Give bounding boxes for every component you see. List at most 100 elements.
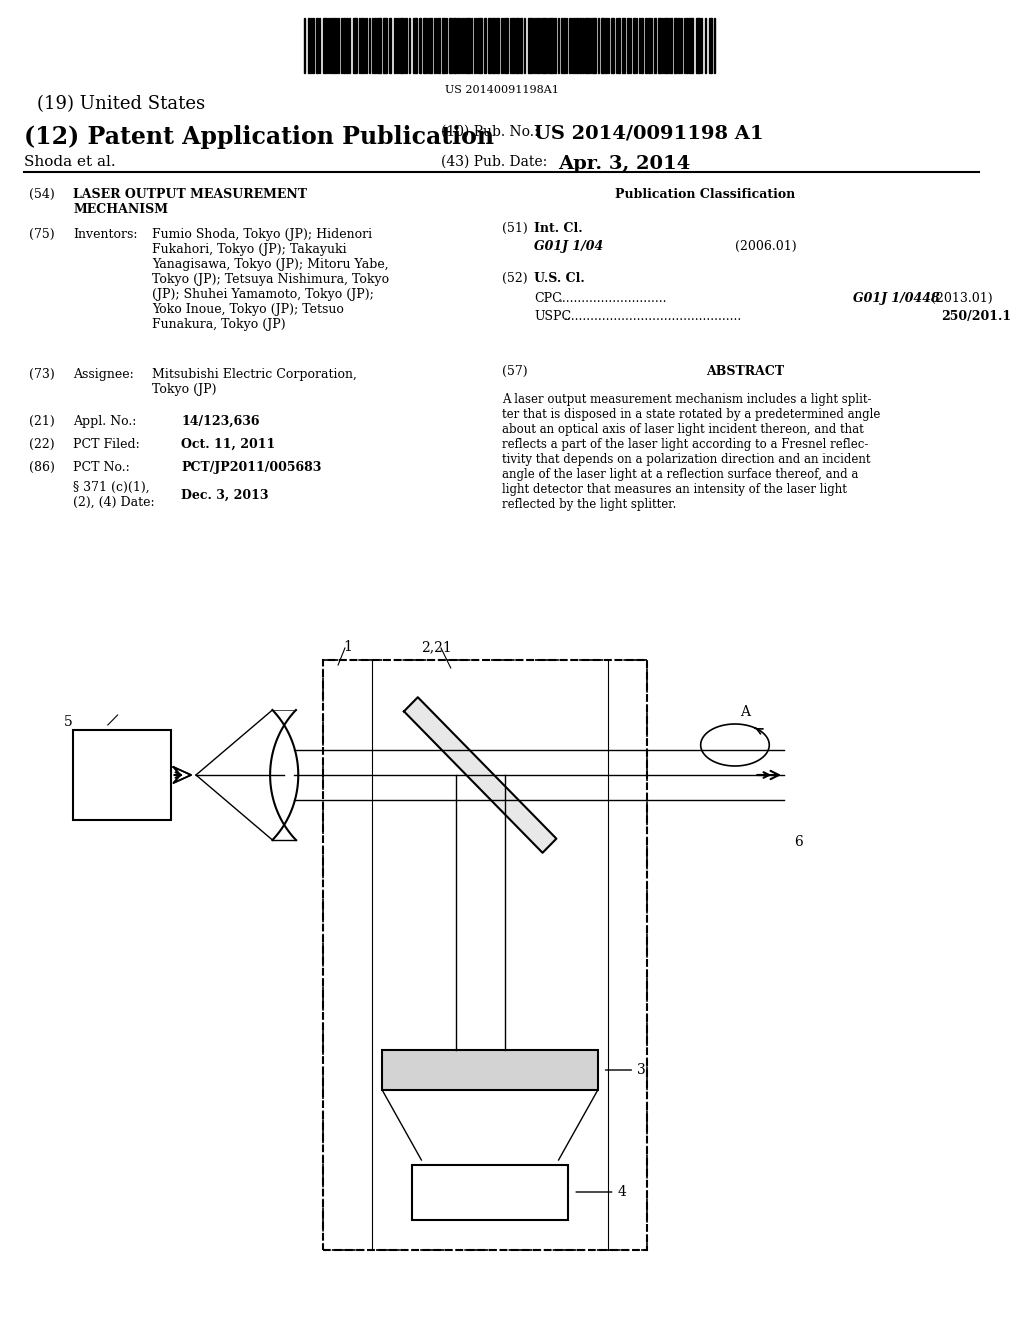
Bar [678, 18, 680, 73]
Text: Apr. 3, 2014: Apr. 3, 2014 [558, 154, 691, 173]
Text: 2,21: 2,21 [421, 640, 452, 653]
Bar [633, 18, 635, 73]
Bar [343, 18, 345, 73]
Bar [610, 18, 614, 73]
Bar [505, 18, 508, 73]
Text: G01J 1/0448: G01J 1/0448 [853, 292, 939, 305]
Text: 4: 4 [577, 1185, 627, 1199]
Bar [383, 18, 387, 73]
Text: (10) Pub. No.:: (10) Pub. No.: [441, 125, 539, 139]
Bar [488, 18, 490, 73]
Bar [641, 18, 643, 73]
Text: G01J 1/04: G01J 1/04 [535, 240, 603, 253]
Bar [627, 18, 629, 73]
Text: Shoda et al.: Shoda et al. [25, 154, 116, 169]
Text: (12) Patent Application Publication: (12) Patent Application Publication [25, 125, 495, 149]
Bar [413, 18, 416, 73]
Bar [360, 18, 362, 73]
Bar [429, 18, 432, 73]
Bar [554, 18, 556, 73]
Bar [484, 18, 486, 73]
Bar [496, 18, 499, 73]
Text: § 371 (c)(1),
(2), (4) Date:: § 371 (c)(1), (2), (4) Date: [74, 480, 155, 510]
Text: Mitsubishi Electric Corporation,
Tokyo (JP): Mitsubishi Electric Corporation, Tokyo (… [152, 368, 356, 396]
Bar [389, 18, 391, 73]
Text: Publication Classification: Publication Classification [615, 187, 796, 201]
Text: (54): (54) [30, 187, 55, 201]
Bar [582, 18, 584, 73]
Text: (51): (51) [502, 222, 527, 235]
Bar [375, 18, 376, 73]
Polygon shape [173, 767, 191, 783]
Text: Oct. 11, 2011: Oct. 11, 2011 [181, 438, 275, 451]
Polygon shape [403, 697, 556, 853]
Bar [689, 18, 693, 73]
Bar [686, 18, 688, 73]
Text: U.S. Cl.: U.S. Cl. [535, 272, 585, 285]
Text: Inventors:: Inventors: [74, 228, 138, 242]
Text: ..............................................: ........................................… [563, 310, 741, 323]
Bar [74, 730, 171, 820]
Bar [695, 18, 699, 73]
Text: (43) Pub. Date:: (43) Pub. Date: [441, 154, 547, 169]
Text: (21): (21) [30, 414, 55, 428]
Bar [618, 18, 621, 73]
Bar [653, 18, 655, 73]
Text: PCT No.:: PCT No.: [74, 461, 130, 474]
Bar [412, 1166, 568, 1220]
Text: CPC: CPC [535, 292, 562, 305]
Bar [657, 18, 659, 73]
Text: 3: 3 [605, 1063, 646, 1077]
Text: (2013.01): (2013.01) [931, 292, 992, 305]
Bar [438, 18, 440, 73]
Text: A laser output measurement mechanism includes a light split-
ter that is dispose: A laser output measurement mechanism inc… [502, 393, 880, 511]
Bar [420, 18, 422, 73]
Bar [457, 18, 459, 73]
Text: (57): (57) [502, 366, 527, 378]
Text: 14/123,636: 14/123,636 [181, 414, 260, 428]
Bar [665, 18, 669, 73]
Bar [645, 18, 647, 73]
Text: Appl. No.:: Appl. No.: [74, 414, 137, 428]
Text: US 20140091198A1: US 20140091198A1 [444, 84, 559, 95]
Bar [324, 660, 647, 1250]
Bar [307, 18, 309, 73]
Text: ............................: ............................ [558, 292, 667, 305]
Bar [324, 18, 327, 73]
Bar [423, 18, 426, 73]
Bar [573, 18, 575, 73]
Text: (52): (52) [502, 272, 527, 285]
Bar [537, 18, 539, 73]
Bar [592, 18, 596, 73]
Text: USPC: USPC [535, 310, 571, 323]
Text: ABSTRACT: ABSTRACT [706, 366, 783, 378]
Text: (22): (22) [30, 438, 55, 451]
Bar [353, 18, 356, 73]
Bar [377, 18, 381, 73]
Bar [623, 18, 626, 73]
Bar [333, 18, 335, 73]
Bar [478, 18, 482, 73]
Bar [648, 18, 649, 73]
Text: (19) United States: (19) United States [37, 95, 206, 114]
Bar [577, 18, 579, 73]
Bar [674, 18, 677, 73]
Text: (73): (73) [30, 368, 55, 381]
Text: Fumio Shoda, Tokyo (JP); Hidenori
Fukahori, Tokyo (JP); Takayuki
Yanagisawa, Tok: Fumio Shoda, Tokyo (JP); Hidenori Fukaho… [152, 228, 389, 331]
Bar [346, 18, 348, 73]
Bar [442, 18, 444, 73]
Bar [601, 18, 604, 73]
Bar [528, 18, 532, 73]
Bar [515, 18, 519, 73]
Text: 1: 1 [343, 640, 352, 653]
Text: (2006.01): (2006.01) [735, 240, 797, 253]
Text: LASER OUTPUT MEASUREMENT
MECHANISM: LASER OUTPUT MEASUREMENT MECHANISM [74, 187, 307, 216]
Bar [520, 18, 522, 73]
Bar [453, 18, 456, 73]
Bar [585, 18, 589, 73]
Text: (86): (86) [30, 461, 55, 474]
Bar [467, 18, 470, 73]
Text: 250/201.1: 250/201.1 [941, 310, 1011, 323]
Bar [449, 18, 452, 73]
Text: PCT/JP2011/005683: PCT/JP2011/005683 [181, 461, 322, 474]
